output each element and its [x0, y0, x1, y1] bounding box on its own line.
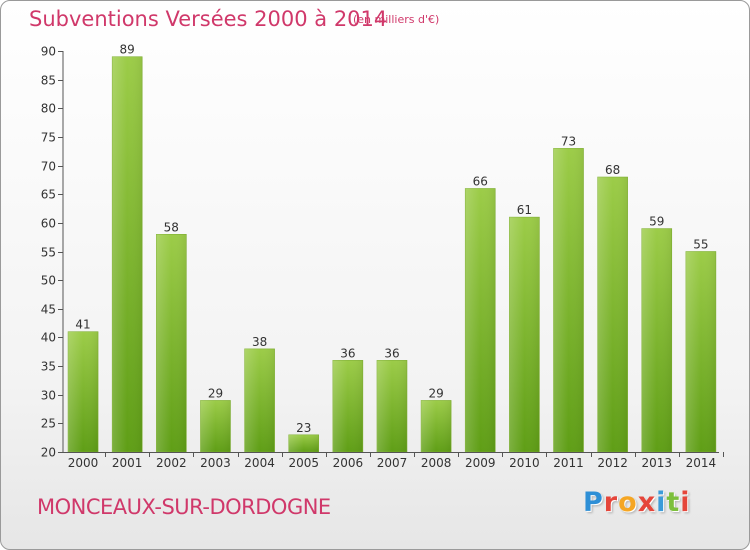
- bar-shine-2004: [244, 348, 275, 452]
- logo-letter: x: [637, 487, 657, 518]
- chart-subtitle: (en milliers d'€): [353, 13, 440, 26]
- y-tick-label: 90: [41, 45, 56, 59]
- bar-value-label: 36: [340, 346, 355, 360]
- chart-title: Subventions Versées 2000 à 2014: [29, 7, 388, 31]
- bar-shine-2010: [509, 217, 540, 452]
- bar-shine-2003: [200, 400, 231, 452]
- logo-letter: t: [666, 487, 681, 518]
- bar-value-label: 29: [428, 386, 443, 400]
- y-tick-label: 40: [41, 331, 56, 345]
- x-tick-label: 2010: [509, 456, 540, 470]
- logo-letter: o: [618, 487, 638, 518]
- logo-letter: r: [603, 487, 619, 518]
- bar-shine-2014: [685, 251, 716, 452]
- bar-shine-2011: [553, 148, 584, 452]
- x-tick-label: 2011: [553, 456, 584, 470]
- logo-letter: P: [583, 487, 604, 518]
- bar-value-label: 29: [208, 386, 223, 400]
- x-tick-label: 2000: [68, 456, 99, 470]
- commune-name: MONCEAUX-SUR-DORDOGNE: [37, 495, 331, 519]
- y-tick-label: 50: [41, 274, 56, 288]
- bar-value-label: 61: [517, 203, 532, 217]
- bar-shine-2008: [421, 400, 452, 452]
- y-tick-label: 70: [41, 160, 56, 174]
- y-tick-label: 45: [41, 303, 56, 317]
- bar-shine-2007: [376, 360, 407, 452]
- proxiti-logo[interactable]: Proxiti: [583, 487, 691, 518]
- y-axis: 20 25 30 35 40 45 50 55 60 65 70 75 80 85 90: [41, 45, 64, 460]
- bar-shine-2006: [332, 360, 363, 452]
- x-tick-label: 2013: [641, 456, 672, 470]
- x-tick-label: 2002: [156, 456, 187, 470]
- bar-value-label: 41: [75, 318, 90, 332]
- bar-value-label: 59: [649, 215, 664, 229]
- bar-value-label: 68: [605, 163, 620, 177]
- bar-shine-2000: [68, 331, 99, 452]
- y-tick-label: 75: [41, 131, 56, 145]
- y-tick-label: 80: [41, 102, 56, 116]
- x-tick-label: 2007: [377, 456, 408, 470]
- y-tick-label: 20: [41, 446, 56, 460]
- bar-shine-2005: [288, 434, 319, 452]
- x-tick-label: 2008: [421, 456, 452, 470]
- bar-shine-2009: [465, 188, 496, 452]
- bar-value-label: 73: [561, 134, 576, 148]
- bar-shine-2012: [597, 177, 628, 452]
- y-tick-label: 60: [41, 217, 56, 231]
- x-tick-label: 2006: [333, 456, 364, 470]
- y-tick-label: 30: [41, 389, 56, 403]
- bar-value-label: 89: [120, 43, 135, 57]
- y-tick-label: 85: [41, 74, 56, 88]
- bar-value-label: 23: [296, 421, 311, 435]
- bar-shine-2002: [156, 234, 187, 452]
- bars: 41 89 58 29 38 23 36 36 29 66 61 73 68 59 55: [67, 43, 717, 453]
- x-tick-label: 2001: [112, 456, 143, 470]
- y-tick-label: 35: [41, 360, 56, 374]
- bar-value-label: 38: [252, 335, 267, 349]
- bar-value-label: 55: [693, 238, 708, 252]
- bar-value-label: 58: [164, 220, 179, 234]
- y-tick-label: 55: [41, 246, 56, 260]
- logo-letter: i: [680, 487, 691, 518]
- bar-shine-2013: [641, 228, 672, 452]
- bar-value-label: 36: [384, 346, 399, 360]
- x-tick-label: 2012: [597, 456, 628, 470]
- logo-letter: i: [656, 487, 667, 518]
- x-axis: 2000 2001 2002 2003 2004 2005 2006 2007 2008 2009…: [63, 452, 724, 470]
- x-tick-label: 2014: [686, 456, 717, 470]
- bar-value-label: 66: [473, 174, 488, 188]
- y-tick-label: 25: [41, 417, 56, 431]
- bar-shine-2001: [112, 56, 143, 452]
- x-tick-label: 2009: [465, 456, 496, 470]
- y-tick-label: 65: [41, 188, 56, 202]
- x-tick-label: 2003: [200, 456, 231, 470]
- x-tick-label: 2004: [244, 456, 275, 470]
- x-tick-label: 2005: [288, 456, 319, 470]
